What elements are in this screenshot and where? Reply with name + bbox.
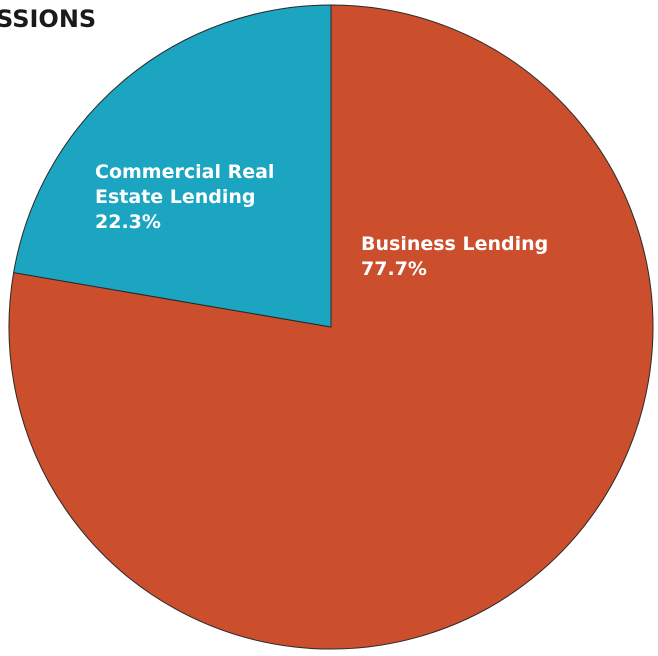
- slice-name-label: Estate Lending: [95, 186, 256, 208]
- slice-value-label: 77.7%: [361, 258, 427, 280]
- slice-name-label: Business Lending: [361, 233, 548, 255]
- pie-slice-commercial-real-estate-lending: [13, 4, 332, 328]
- chart-title: SSIONS: [0, 5, 96, 33]
- slice-label-commercial-real-estate-lending: Commercial Real Estate Lending 22.3%: [95, 161, 274, 233]
- labels-layer: Business Lending 77.7% Commercial Real Esta…: [95, 161, 548, 280]
- slices-layer: [8, 4, 654, 650]
- slice-label-business-lending: Business Lending 77.7%: [361, 233, 548, 280]
- slice-value-label: 22.3%: [95, 211, 161, 233]
- slice-name-label: Commercial Real: [95, 161, 274, 183]
